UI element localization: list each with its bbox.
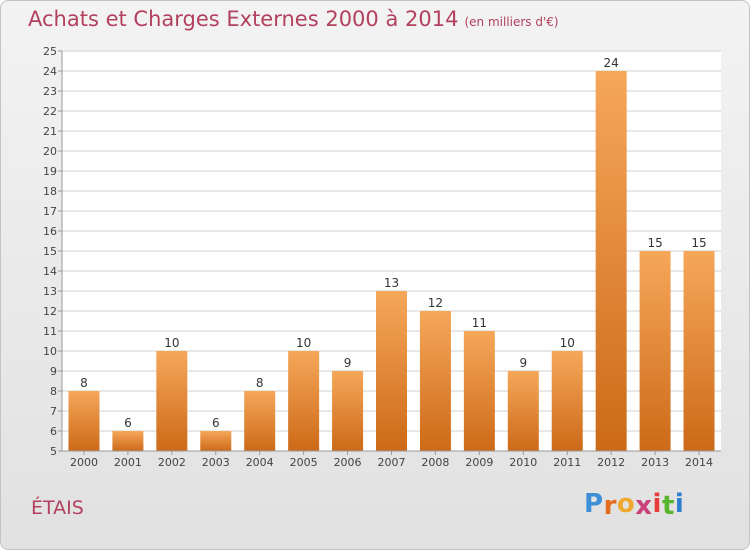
y-tick-label: 6	[50, 425, 57, 438]
data-label: 12	[428, 296, 443, 310]
bar	[683, 251, 715, 451]
x-tick-label: 2012	[597, 456, 625, 469]
data-label: 11	[472, 316, 487, 330]
bar	[200, 431, 232, 451]
data-label: 10	[296, 336, 311, 350]
data-label: 15	[647, 236, 662, 250]
bar	[68, 391, 100, 451]
bar	[288, 351, 320, 451]
y-tick-label: 15	[43, 245, 57, 258]
data-label: 10	[560, 336, 575, 350]
data-label: 6	[124, 416, 132, 430]
data-label: 15	[691, 236, 706, 250]
x-tick-label: 2014	[685, 456, 713, 469]
bar	[551, 351, 583, 451]
y-tick-label: 12	[43, 305, 57, 318]
y-tick-label: 14	[43, 265, 57, 278]
x-tick-label: 2005	[290, 456, 318, 469]
bar	[639, 251, 671, 451]
y-tick-label: 18	[43, 185, 57, 198]
bar	[112, 431, 144, 451]
data-label: 6	[212, 416, 220, 430]
chart-subtitle: (en milliers d'€)	[464, 15, 559, 29]
data-label: 10	[164, 336, 179, 350]
logo-letter: r	[603, 491, 617, 521]
y-tick-label: 24	[43, 65, 57, 78]
bar	[595, 71, 627, 451]
x-tick-label: 2007	[378, 456, 406, 469]
logo-letter: t	[661, 491, 675, 521]
y-tick-label: 7	[50, 405, 57, 418]
x-tick-label: 2003	[202, 456, 230, 469]
y-tick-label: 17	[43, 205, 57, 218]
chart-title-text: Achats et Charges Externes 2000 à 2014	[28, 7, 459, 31]
y-tick-label: 16	[43, 225, 57, 238]
chart-title: Achats et Charges Externes 2000 à 2014 (e…	[28, 7, 559, 31]
y-tick-label: 10	[43, 345, 57, 358]
y-tick-label: 13	[43, 285, 57, 298]
y-tick-label: 20	[43, 145, 57, 158]
x-tick-label: 2013	[641, 456, 669, 469]
x-tick-label: 2002	[158, 456, 186, 469]
data-label: 9	[344, 356, 352, 370]
logo-letter: i	[652, 489, 662, 519]
proxiti-logo: Proxiti	[584, 489, 685, 521]
bar	[332, 371, 364, 451]
y-tick-label: 9	[50, 365, 57, 378]
x-tick-label: 2011	[553, 456, 581, 469]
logo-letter: i	[674, 489, 685, 519]
x-tick-label: 2004	[246, 456, 274, 469]
data-label: 8	[80, 376, 88, 390]
commune-name: ÉTAIS	[31, 497, 84, 519]
bar	[507, 371, 539, 451]
bar	[156, 351, 188, 451]
y-tick-label: 19	[43, 165, 57, 178]
x-tick-label: 2008	[421, 456, 449, 469]
y-tick-label: 11	[43, 325, 57, 338]
x-tick-label: 2001	[114, 456, 142, 469]
logo-letter: o	[616, 489, 636, 519]
logo-letter: x	[635, 491, 653, 521]
data-label: 8	[256, 376, 264, 390]
y-tick-label: 23	[43, 85, 57, 98]
y-tick-label: 5	[50, 445, 57, 458]
data-label: 13	[384, 276, 399, 290]
logo-letter: P	[584, 489, 604, 519]
data-label: 24	[604, 56, 619, 70]
bar	[376, 291, 407, 451]
y-tick-label: 8	[50, 385, 57, 398]
bar	[463, 331, 495, 451]
bar	[419, 311, 451, 451]
y-tick-label: 22	[43, 105, 57, 118]
x-tick-label: 2009	[465, 456, 493, 469]
x-tick-label: 2006	[334, 456, 362, 469]
data-label: 9	[519, 356, 527, 370]
x-tick-label: 2010	[509, 456, 537, 469]
y-tick-label: 25	[43, 45, 57, 58]
x-tick-label: 2000	[70, 456, 98, 469]
bar	[244, 391, 276, 451]
y-tick-label: 21	[43, 125, 57, 138]
